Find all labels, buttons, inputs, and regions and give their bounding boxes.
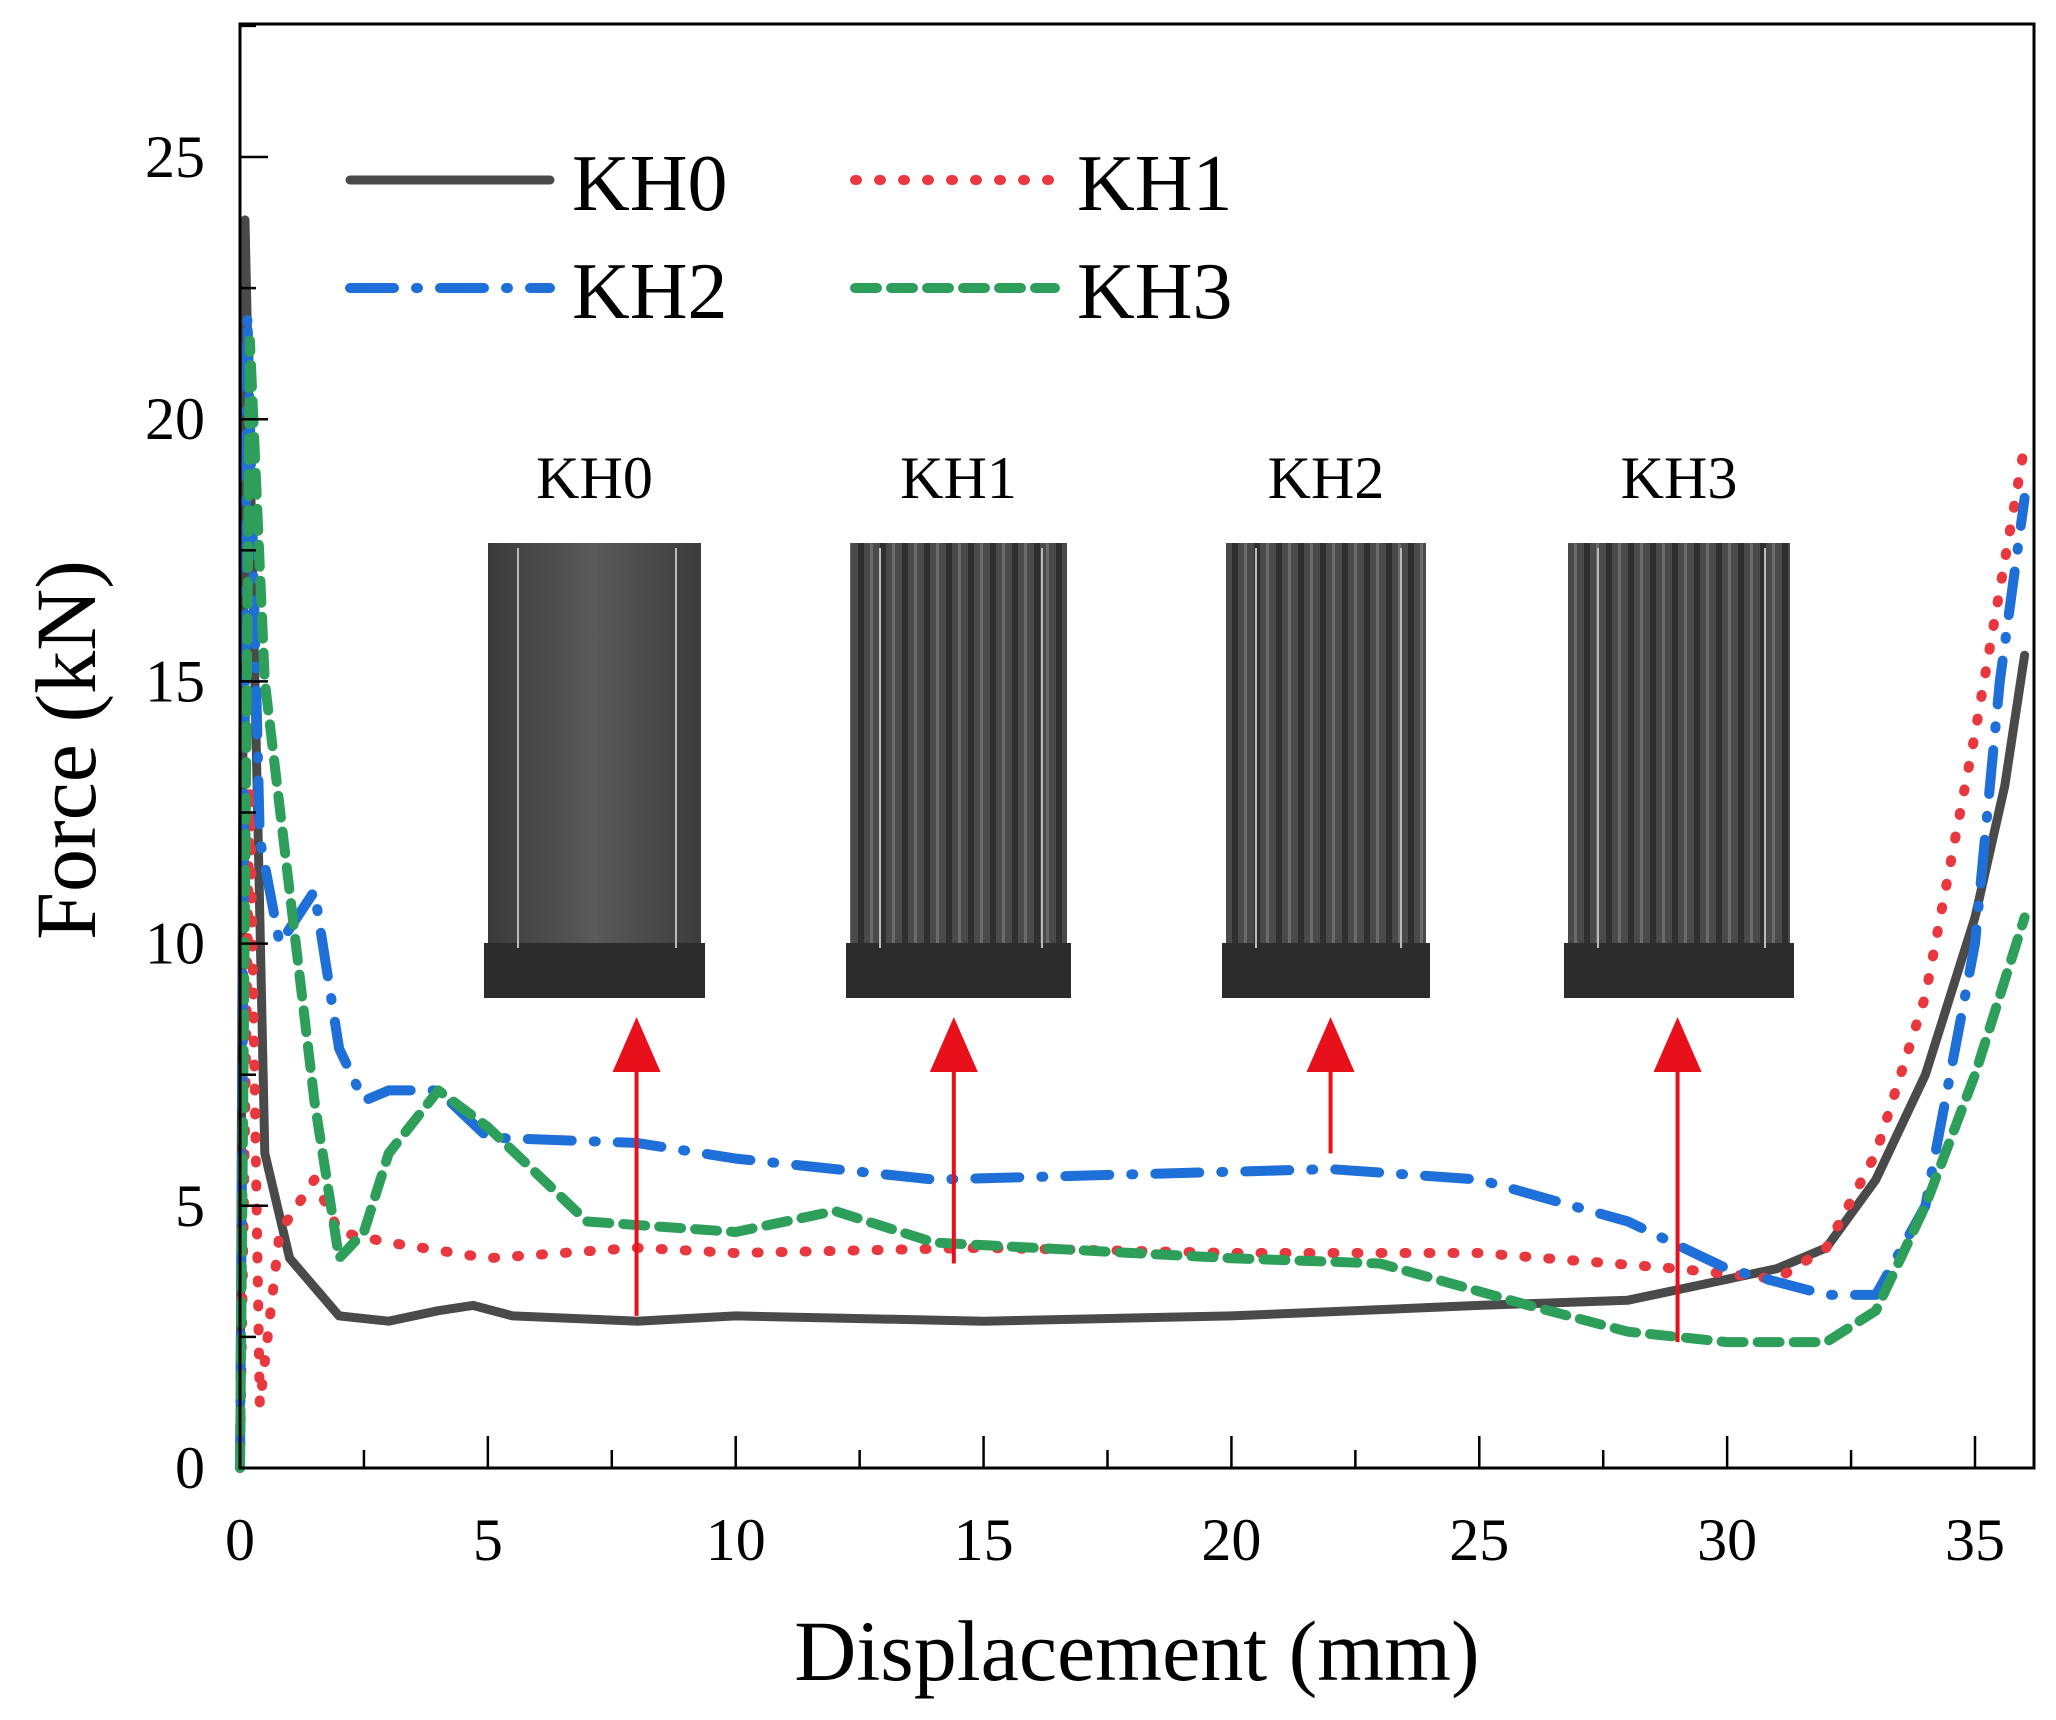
inset-kh0: KH0: [484, 445, 705, 998]
y-tick-label: 15: [145, 648, 205, 714]
series-group: [235, 215, 2030, 1473]
inset-kh2: KH2: [1222, 445, 1430, 998]
arrow-kh2: [1306, 1017, 1355, 1154]
x-tick-label: 20: [1201, 1507, 1261, 1573]
deformed-tube-image: [488, 543, 701, 998]
legend-item-kh0: KH0: [345, 140, 728, 228]
y-axis: 0 5 10 15 20 25: [145, 24, 268, 1501]
plot-frame: [238, 22, 2036, 1470]
series-kh2: [235, 309, 2030, 1473]
legend-label: KH2: [572, 248, 728, 336]
x-tick-label: 30: [1697, 1507, 1757, 1573]
inset-kh1: KH1: [846, 445, 1071, 998]
legend-item-kh3: KH3: [850, 248, 1233, 336]
arrow-kh1: [929, 1017, 978, 1264]
folded-base: [484, 943, 705, 998]
y-tick-label: 0: [175, 1435, 205, 1501]
deformed-tube-image: [1568, 543, 1790, 998]
folded-base: [1222, 943, 1430, 998]
inset-label: KH0: [536, 445, 653, 511]
y-tick-label: 5: [175, 1173, 205, 1239]
deformation-insets: KH0 KH1 KH2 KH3: [484, 445, 1794, 998]
y-axis-label: Force (kN): [18, 560, 114, 940]
legend-item-kh2: KH2: [345, 248, 728, 336]
deformed-tube-image: [1226, 543, 1426, 998]
series-kh3: [235, 335, 2030, 1473]
series-kh0: [235, 215, 2030, 1473]
arrow-kh0: [612, 1017, 661, 1316]
x-tick-label: 15: [954, 1507, 1014, 1573]
deformed-tube-image: [850, 543, 1067, 998]
inset-label: KH1: [900, 445, 1017, 511]
legend: KH0 KH1 KH2 KH3: [345, 140, 1233, 336]
arrow-kh3: [1653, 1017, 1702, 1343]
y-tick-label: 25: [145, 124, 205, 190]
inset-label: KH2: [1268, 445, 1385, 511]
arrows-group: [612, 1017, 1702, 1343]
inset-kh3: KH3: [1564, 445, 1794, 998]
legend-label: KH3: [1077, 248, 1233, 336]
x-axis-label: Displacement (mm): [794, 1603, 1479, 1699]
x-tick-label: 0: [225, 1507, 255, 1573]
x-tick-label: 10: [706, 1507, 766, 1573]
x-tick-label: 5: [473, 1507, 503, 1573]
folded-base: [1564, 943, 1794, 998]
legend-label: KH0: [572, 140, 728, 228]
y-tick-label: 10: [145, 911, 205, 977]
x-axis: 0 5 10 15 20 25 30 35: [225, 1436, 2005, 1573]
legend-label: KH1: [1077, 140, 1233, 228]
folded-base: [846, 943, 1071, 998]
x-tick-label: 25: [1449, 1507, 1509, 1573]
y-tick-label: 20: [145, 386, 205, 452]
legend-item-kh1: KH1: [850, 140, 1233, 228]
inset-label: KH3: [1621, 445, 1738, 511]
series-kh1: [235, 440, 2030, 1473]
x-tick-label: 35: [1945, 1507, 2005, 1573]
